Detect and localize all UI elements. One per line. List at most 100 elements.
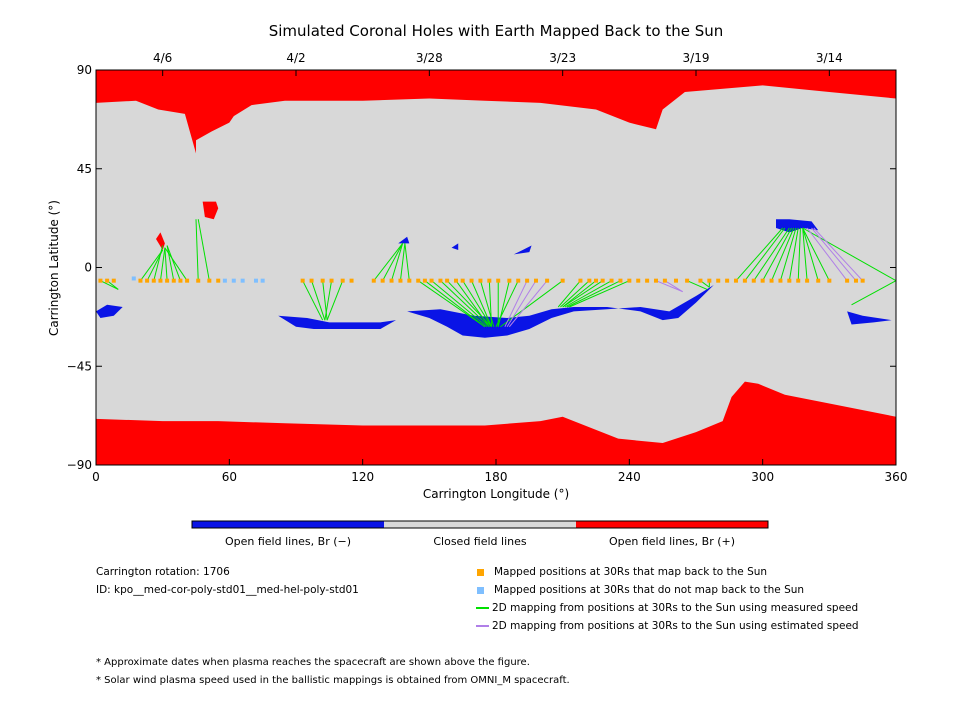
measured-mapping-line xyxy=(788,227,799,281)
measured-mapping-line xyxy=(560,280,590,308)
mapped-point xyxy=(460,278,465,283)
mapped-point xyxy=(105,278,110,283)
mapped-point xyxy=(734,278,738,283)
mapped-point xyxy=(707,278,712,283)
mapped-point xyxy=(578,278,583,283)
mapped-point xyxy=(438,278,443,283)
mapped-point xyxy=(416,278,421,283)
measured-mapping-line xyxy=(471,280,493,327)
mapped-point xyxy=(805,278,810,283)
mapped-point xyxy=(178,278,183,283)
mapped-point xyxy=(860,278,865,283)
colorbar-frame xyxy=(191,520,769,529)
mapped-point xyxy=(645,278,650,283)
legend-label: 2D mapping from positions at 30Rs to the… xyxy=(492,602,859,614)
measured-mapping-line xyxy=(802,227,819,281)
measured-mapping-line xyxy=(735,227,784,281)
measured-mapping-line xyxy=(753,227,790,281)
negative-coronal-hole xyxy=(278,315,396,329)
mapped-point xyxy=(98,278,103,283)
mapped-point xyxy=(609,278,614,283)
colorbar-label-neg: Open field lines, Br (−) xyxy=(224,535,352,548)
mapped-point xyxy=(380,278,385,283)
measured-mapping-line xyxy=(779,227,797,281)
mapped-point xyxy=(827,278,832,283)
mapped-point xyxy=(636,278,641,283)
mapped-point xyxy=(685,278,690,283)
mapped-point xyxy=(185,278,190,283)
mapped-point xyxy=(600,278,605,283)
unmapped-point xyxy=(254,278,258,283)
mapped-point xyxy=(398,278,403,283)
mapped-point xyxy=(627,278,632,283)
measured-mapping-line xyxy=(562,280,597,308)
x-axis-label: Carrington Longitude (°) xyxy=(423,487,569,501)
estimated-mapping-line xyxy=(811,227,857,281)
mapped-point xyxy=(320,278,325,283)
mapped-point xyxy=(309,278,314,283)
measured-mapping-line xyxy=(311,280,326,321)
measured-mapping-line xyxy=(762,227,792,281)
measured-mapping-line xyxy=(164,247,168,281)
legend-label: Mapped positions at 30Rs that do not map… xyxy=(494,584,805,596)
y-tick-label: −90 xyxy=(67,458,92,472)
mapped-point xyxy=(340,278,345,283)
measured-mapping-line xyxy=(195,219,199,281)
mapped-point xyxy=(854,278,858,283)
measured-mapping-line xyxy=(302,280,324,321)
mapped-point xyxy=(469,278,474,283)
estimated-mapping-line xyxy=(506,280,537,328)
measured-mapping-line xyxy=(159,247,166,281)
mapped-point xyxy=(158,278,163,283)
measured-mapping-line xyxy=(564,280,612,308)
mapped-point xyxy=(429,278,434,283)
y-axis-label: Carrington Latitude (°) xyxy=(47,200,61,336)
mapped-point xyxy=(196,278,201,283)
negative-coronal-hole xyxy=(398,236,410,244)
mapped-point xyxy=(165,278,170,283)
x-tick-label: 0 xyxy=(92,470,100,484)
mapped-point xyxy=(534,278,538,283)
x-tick-label: 360 xyxy=(885,470,908,484)
legend-label: 2D mapping from positions at 30Rs to the… xyxy=(492,620,859,632)
unmapped-point xyxy=(231,278,236,283)
mapped-point xyxy=(525,278,530,283)
mapped-point xyxy=(407,278,412,283)
x-tick-label: 300 xyxy=(751,470,774,484)
mapped-point xyxy=(300,278,305,283)
measured-mapping-line xyxy=(557,280,581,308)
date-tick-label: 4/6 xyxy=(153,51,172,65)
colorbar-segment xyxy=(576,521,768,528)
y-tick-label: −45 xyxy=(67,359,92,373)
measured-mapping-line xyxy=(802,227,897,282)
measured-mapping-line xyxy=(455,280,490,328)
mapped-point xyxy=(516,278,521,283)
mapped-point xyxy=(445,278,450,283)
measured-mapping-line xyxy=(404,243,410,281)
colorbar-segment xyxy=(192,521,384,528)
measured-mapping-line xyxy=(391,243,404,281)
mapped-point xyxy=(725,278,730,283)
purple-line-icon xyxy=(476,625,489,627)
date-tick-label: 3/28 xyxy=(416,51,443,65)
mapped-point xyxy=(698,278,703,283)
estimated-mapping-line xyxy=(508,280,548,328)
mapped-point xyxy=(545,278,550,283)
measured-mapping-line xyxy=(140,249,164,281)
measured-mapping-line xyxy=(562,280,603,308)
north-polar-coronal-hole xyxy=(96,70,896,154)
measured-mapping-line xyxy=(166,245,175,281)
mapped-point xyxy=(845,278,850,283)
mapped-point xyxy=(618,278,623,283)
negative-coronal-hole xyxy=(776,219,819,233)
colorbar-label-pos: Open field lines, Br (+) xyxy=(608,535,736,548)
measured-mapping-line xyxy=(153,245,164,281)
mapped-point xyxy=(760,278,765,283)
mapped-point xyxy=(587,278,592,283)
estimated-mapping-line xyxy=(504,280,528,327)
measured-mapping-line xyxy=(500,280,563,328)
mapped-point xyxy=(389,278,394,283)
mapped-point xyxy=(751,278,756,283)
measured-mapping-line xyxy=(686,280,708,290)
